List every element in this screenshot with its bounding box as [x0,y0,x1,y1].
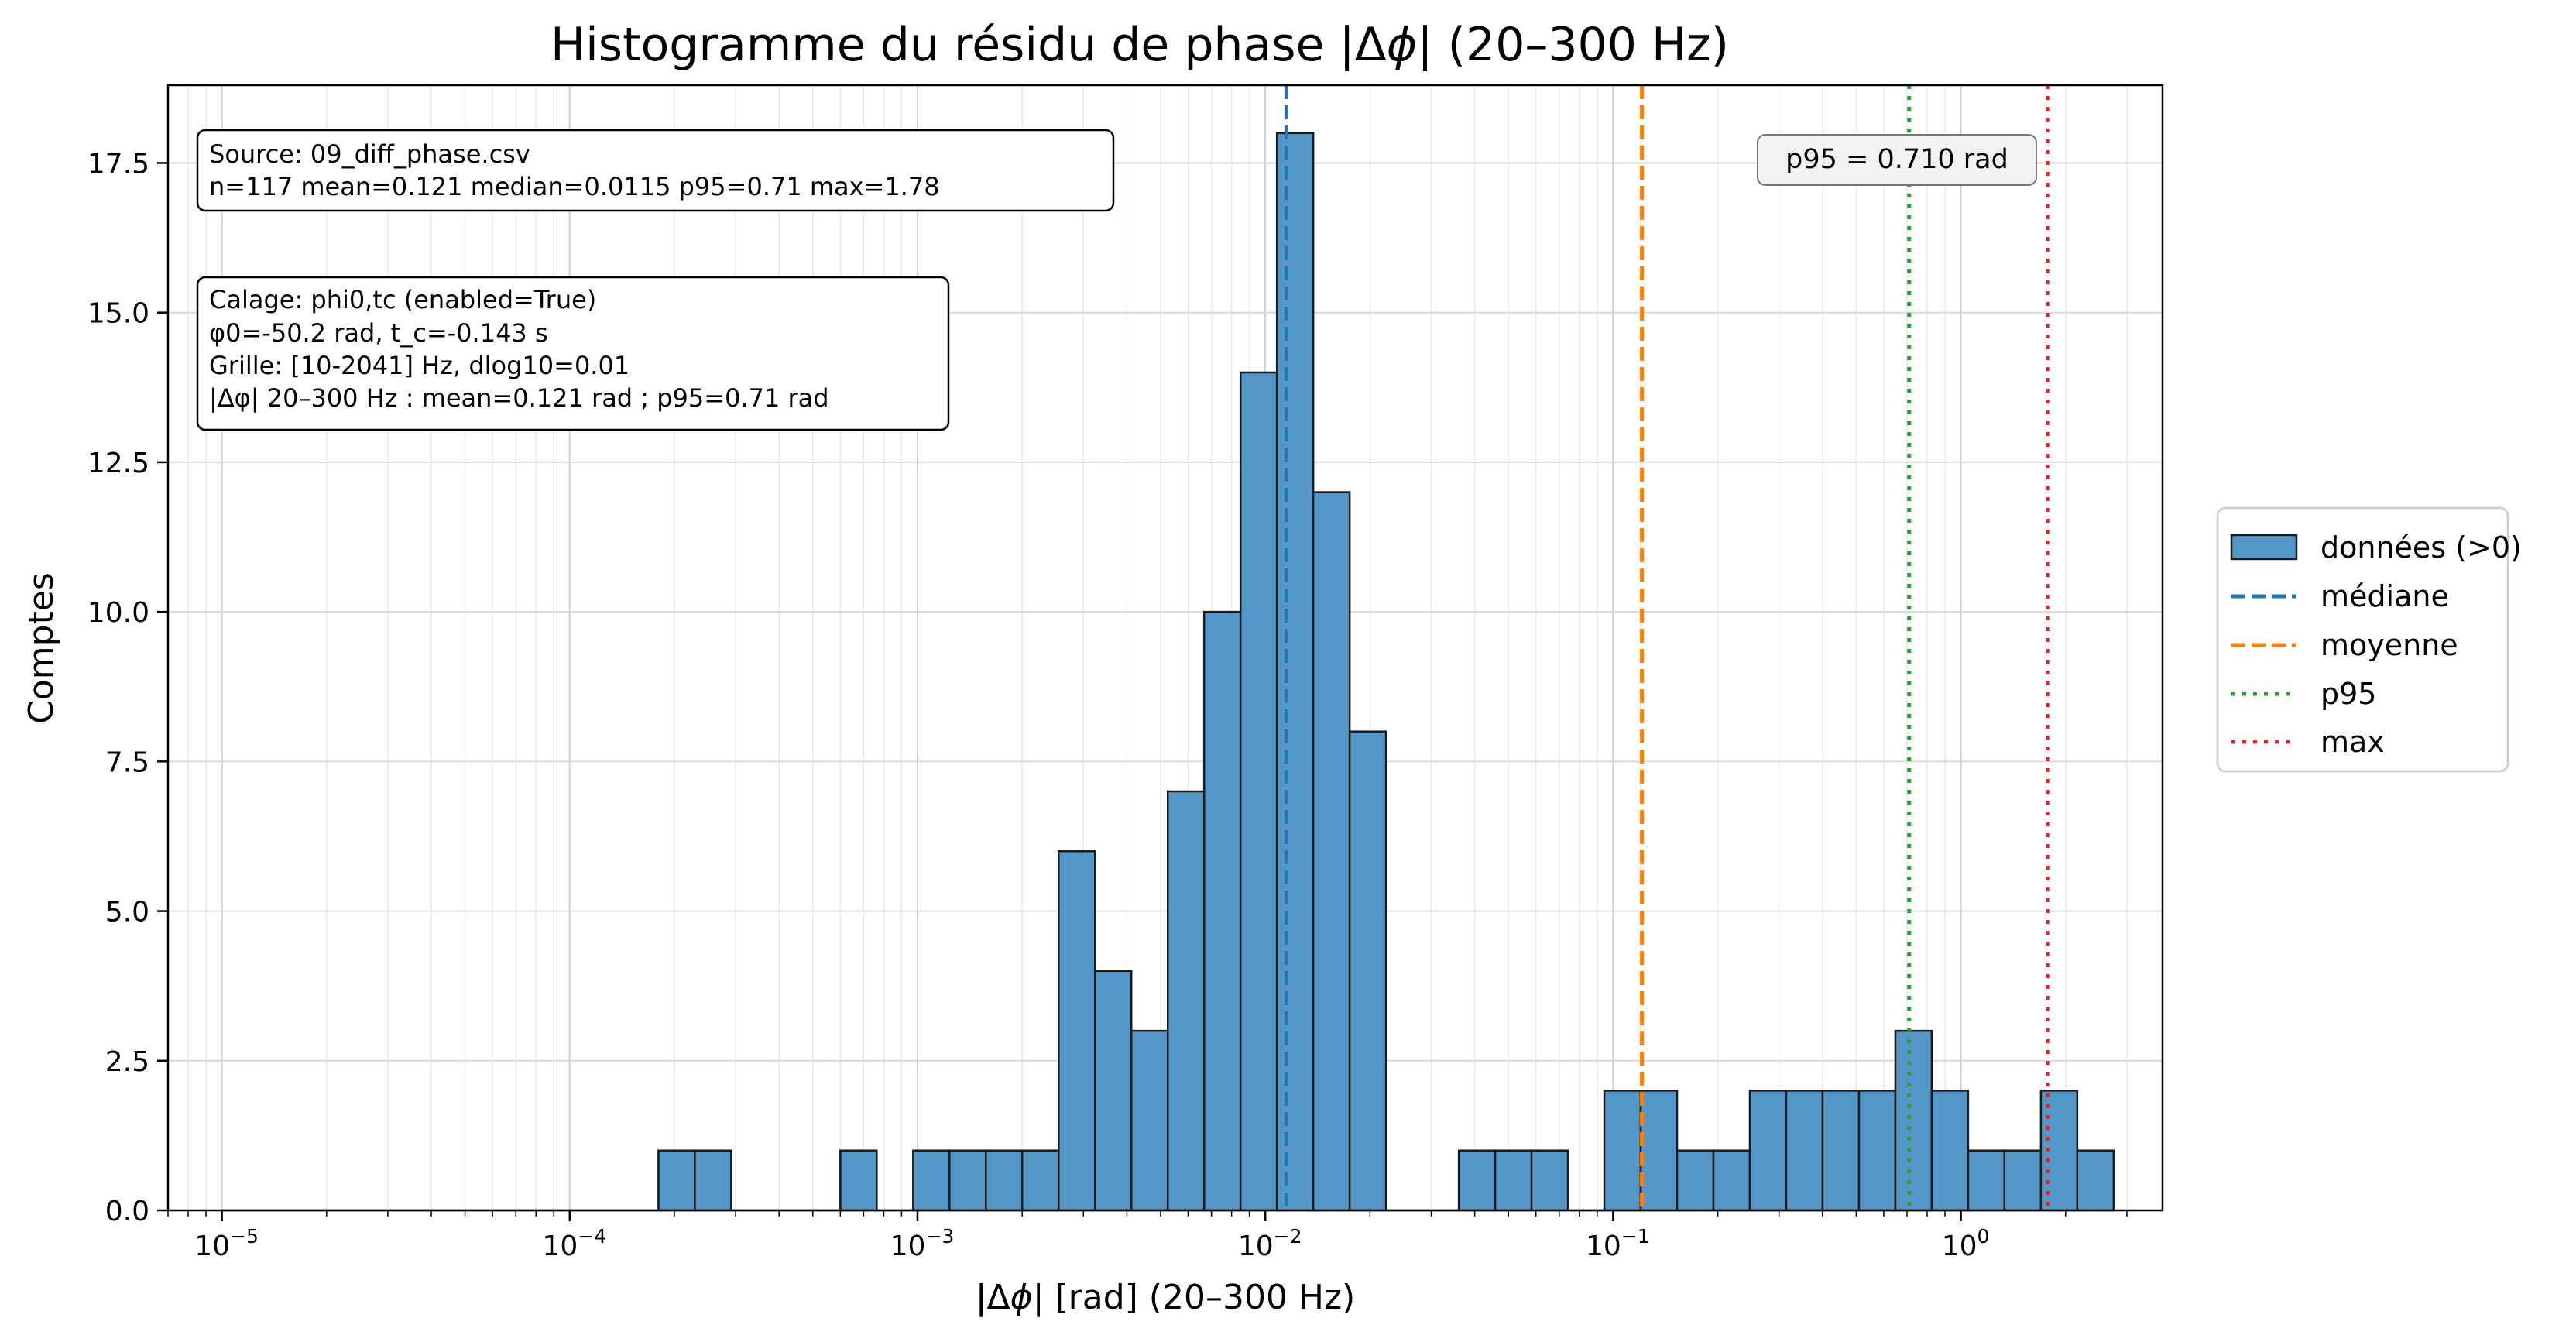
histogram-bar [1239,371,1278,1212]
x-tick-label: 100 [1942,1225,1990,1262]
histogram-bar [1821,1090,1861,1212]
y-tick-label: 15.0 [87,298,149,330]
x-axis-label: |Δϕ| [rad] (20–300 Hz) [976,1278,1356,1317]
histogram-bar [1021,1149,1060,1212]
phi0-tc-line: φ0=-50.2 rad, t_c=-0.143 s [209,318,548,348]
chart-title: Histogramme du résidu de phase |Δϕ| (20–… [551,18,1729,72]
x-tick-base: 10 [1238,1230,1274,1262]
histogram-bar [1748,1090,1788,1212]
legend-label-data: données (>0) [2320,530,2522,565]
histogram-bar [1312,491,1351,1212]
y-tick-label: 12.5 [87,448,149,479]
x-tick-exponent: −1 [1621,1225,1650,1248]
chart-title-prefix: Histogramme du résidu de phase |Δ [551,18,1387,72]
histogram-bar [1130,1029,1169,1212]
chart-title-symbol: ϕ [1387,18,1418,72]
y-tick-label: 17.5 [87,148,149,180]
legend-label-p95: p95 [2320,677,2376,711]
legend-label-mediane: médiane [2320,579,2449,613]
histogram-bar [1093,970,1133,1212]
calage-annotation: Calage: phi0,tc (enabled=True) φ0=-50.2 … [196,276,950,431]
reference-lines [1284,85,2050,1210]
histogram-bar [948,1149,987,1212]
histogram-bar [657,1149,696,1212]
x-tick-base: 10 [890,1230,926,1262]
histogram-bar [1530,1149,1569,1212]
grille-line: Grille: [10-2041] Hz, dlog10=0.01 [209,351,629,380]
chart-title-suffix: | (20–300 Hz) [1417,18,1729,72]
legend-label-max: max [2320,725,2385,759]
histogram-bar [1202,610,1242,1212]
x-tick-label: 10−2 [1238,1225,1302,1262]
x-tick-base: 10 [542,1230,578,1262]
y-tick-label: 2.5 [105,1046,149,1078]
histogram-bar [1676,1149,1715,1212]
x-tick-exponent: −2 [1274,1225,1302,1248]
histogram-bar [2076,1149,2115,1212]
histogram-bar [1857,1090,1897,1212]
legend-box [2216,506,2509,773]
histogram-bar [1785,1090,1824,1212]
histogram-bar [2003,1149,2043,1212]
y-tick-label: 0.0 [105,1196,149,1227]
x-tick-base: 10 [1586,1230,1621,1262]
histogram-bar [1967,1149,2006,1212]
source-line: Source: 09_diff_phase.csv [209,139,530,169]
x-tick-exponent: −3 [925,1225,954,1248]
x-tick-exponent: 0 [1977,1225,1990,1248]
histogram-bar [1348,730,1387,1212]
histogram-bar [912,1149,951,1212]
p95-annotation: p95 = 0.710 rad [1757,134,2037,186]
x-tick-label: 10−1 [1586,1225,1650,1262]
stats-line: n=117 mean=0.121 median=0.0115 p95=0.71 … [209,172,940,201]
axes: 10−5 10−4 10−3 10−2 10−1 1000.02.55.07.510.01… [87,148,2128,1262]
calage-annotation-box [196,276,950,431]
y-tick-label: 7.5 [105,747,149,778]
legend-label-moyenne: moyenne [2320,628,2458,662]
histogram-bar [985,1149,1024,1212]
x-tick-base: 10 [1942,1230,1977,1262]
x-tick-label: 10−4 [542,1225,606,1262]
histogram-bar [839,1149,878,1212]
x-axis-label-prefix: |Δ [976,1278,1010,1317]
x-tick-base: 10 [194,1230,230,1262]
x-tick-label: 10−5 [194,1225,259,1262]
x-tick-exponent: −5 [230,1225,259,1248]
legend: données (>0) médiane moyenne p95 max [2216,506,2522,773]
histogram-bar [1930,1090,1970,1212]
x-axis-label-suffix: | [rad] (20–300 Hz) [1033,1278,1356,1317]
plot-frame [166,84,2164,1212]
histogram-bar [1166,790,1206,1212]
histogram-bars [221,132,2115,1212]
x-axis-label-symbol: ϕ [1010,1278,1033,1317]
y-tick-label: 10.0 [87,597,149,629]
residual-summary-line: |Δφ| 20–300 Hz : mean=0.121 rad ; p95=0.… [209,383,829,413]
histogram-bar [1894,1029,1933,1212]
histogram-bar [1275,132,1315,1212]
legend-swatch-data [2230,534,2298,561]
histogram-bar [1457,1149,1497,1212]
p95-annotation-text: p95 = 0.710 rad [1785,144,2008,175]
p95-annotation-box [1757,134,2037,186]
histogram-bar [694,1149,732,1212]
histogram-bar [1494,1149,1533,1212]
calage-line: Calage: phi0,tc (enabled=True) [209,285,596,314]
y-tick-label: 5.0 [105,897,149,928]
y-axis-label: Comptes [22,572,61,724]
x-tick-exponent: −4 [578,1225,606,1248]
histogram-bar [1603,1090,1642,1212]
histogram-bar [1639,1090,1679,1212]
histogram-bar [1058,850,1096,1212]
source-annotation: Source: 09_diff_phase.csv n=117 mean=0.1… [196,129,1115,212]
x-tick-label: 10−3 [890,1225,955,1262]
histogram-bar [1712,1149,1751,1212]
source-annotation-box [196,129,1115,212]
